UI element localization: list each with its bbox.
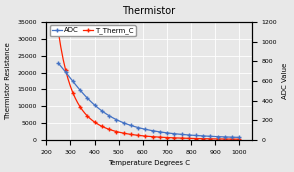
- T_Therm_C: [57, 31, 60, 33]
- ADC: [173, 133, 176, 135]
- Title: Thermistor: Thermistor: [122, 6, 176, 15]
- Y-axis label: ADC Value: ADC Value: [283, 63, 288, 99]
- ADC: [151, 130, 154, 132]
- T_Therm_C: [173, 137, 176, 139]
- T_Therm_C: [151, 136, 154, 138]
- Line: T_Therm_C: T_Therm_C: [57, 30, 241, 141]
- T_Therm_C: [238, 138, 241, 140]
- T_Therm_C: [119, 132, 123, 134]
- ADC: [119, 121, 123, 123]
- ADC: [201, 135, 205, 137]
- ADC: [57, 62, 60, 64]
- T_Therm_C: [74, 97, 77, 99]
- ADC: [177, 133, 181, 135]
- T_Therm_C: [177, 137, 181, 139]
- X-axis label: Temperature Degrees C: Temperature Degrees C: [108, 160, 190, 166]
- Legend: ADC, T_Therm_C: ADC, T_Therm_C: [50, 25, 136, 36]
- Y-axis label: Thermistor Resistance: Thermistor Resistance: [6, 42, 11, 120]
- T_Therm_C: [201, 138, 205, 140]
- ADC: [238, 136, 241, 138]
- Line: ADC: ADC: [57, 62, 241, 139]
- ADC: [74, 83, 77, 85]
